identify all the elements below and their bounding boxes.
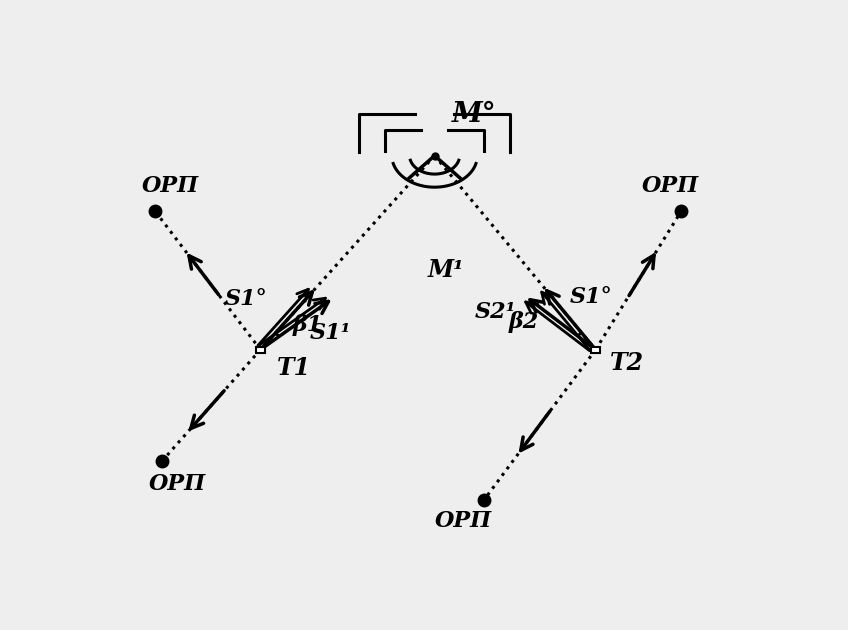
Text: ОРП: ОРП (434, 510, 492, 532)
Text: T2: T2 (610, 351, 644, 375)
Text: ОРП: ОРП (148, 473, 206, 495)
Text: M°: M° (452, 101, 496, 128)
Text: S1¹: S1¹ (310, 322, 350, 344)
Text: β1: β1 (293, 314, 323, 336)
Text: T1: T1 (276, 356, 311, 380)
Text: ОРП: ОРП (142, 175, 199, 197)
Text: ОРП: ОРП (642, 175, 699, 197)
Text: S1°: S1° (226, 288, 268, 310)
Text: S2¹: S2¹ (475, 301, 516, 323)
Text: S1°: S1° (570, 286, 613, 308)
Text: M¹: M¹ (428, 258, 465, 282)
Bar (591, 346, 600, 353)
Text: β2: β2 (508, 311, 538, 333)
Bar (256, 346, 265, 353)
